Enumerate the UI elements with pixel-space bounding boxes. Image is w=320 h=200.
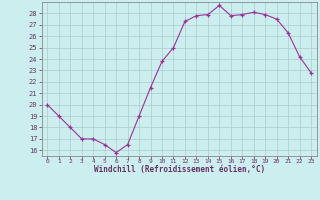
X-axis label: Windchill (Refroidissement éolien,°C): Windchill (Refroidissement éolien,°C) bbox=[94, 165, 265, 174]
